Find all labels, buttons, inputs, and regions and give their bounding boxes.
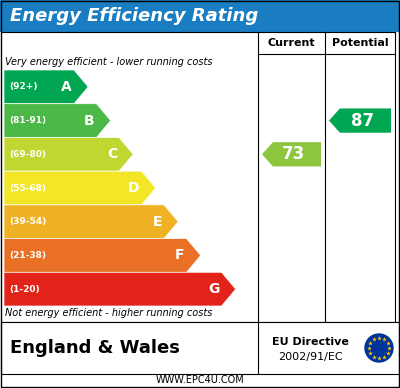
Text: (55-68): (55-68) bbox=[9, 184, 46, 192]
Text: (1-20): (1-20) bbox=[9, 285, 40, 294]
Text: WWW.EPC4U.COM: WWW.EPC4U.COM bbox=[156, 375, 244, 385]
Text: Very energy efficient - lower running costs: Very energy efficient - lower running co… bbox=[5, 57, 212, 67]
Text: E: E bbox=[152, 215, 162, 229]
Polygon shape bbox=[4, 272, 236, 306]
Text: EU Directive: EU Directive bbox=[272, 337, 349, 347]
Text: 73: 73 bbox=[282, 145, 305, 163]
Polygon shape bbox=[4, 239, 201, 272]
Text: B: B bbox=[84, 114, 94, 128]
Polygon shape bbox=[4, 104, 111, 137]
Text: G: G bbox=[208, 282, 220, 296]
Text: D: D bbox=[128, 181, 140, 195]
Text: A: A bbox=[61, 80, 72, 94]
Circle shape bbox=[365, 334, 393, 362]
Text: Current: Current bbox=[268, 38, 315, 48]
Polygon shape bbox=[4, 70, 88, 104]
Polygon shape bbox=[329, 108, 391, 133]
Text: 2002/91/EC: 2002/91/EC bbox=[278, 352, 343, 362]
Text: (39-54): (39-54) bbox=[9, 217, 46, 226]
Text: (69-80): (69-80) bbox=[9, 150, 46, 159]
Text: Potential: Potential bbox=[332, 38, 388, 48]
Polygon shape bbox=[4, 171, 156, 205]
Bar bbox=[0, 0, 400, 32]
Text: F: F bbox=[175, 248, 184, 262]
Text: (92+): (92+) bbox=[9, 82, 38, 91]
Polygon shape bbox=[262, 142, 321, 166]
Text: (81-91): (81-91) bbox=[9, 116, 46, 125]
Text: Energy Efficiency Rating: Energy Efficiency Rating bbox=[10, 7, 258, 25]
Polygon shape bbox=[4, 137, 133, 171]
Text: 87: 87 bbox=[351, 112, 374, 130]
Bar bbox=[1, 322, 399, 374]
Text: C: C bbox=[107, 147, 117, 161]
Polygon shape bbox=[4, 205, 178, 239]
Text: England & Wales: England & Wales bbox=[10, 339, 180, 357]
Text: Not energy efficient - higher running costs: Not energy efficient - higher running co… bbox=[5, 308, 212, 318]
Text: (21-38): (21-38) bbox=[9, 251, 46, 260]
